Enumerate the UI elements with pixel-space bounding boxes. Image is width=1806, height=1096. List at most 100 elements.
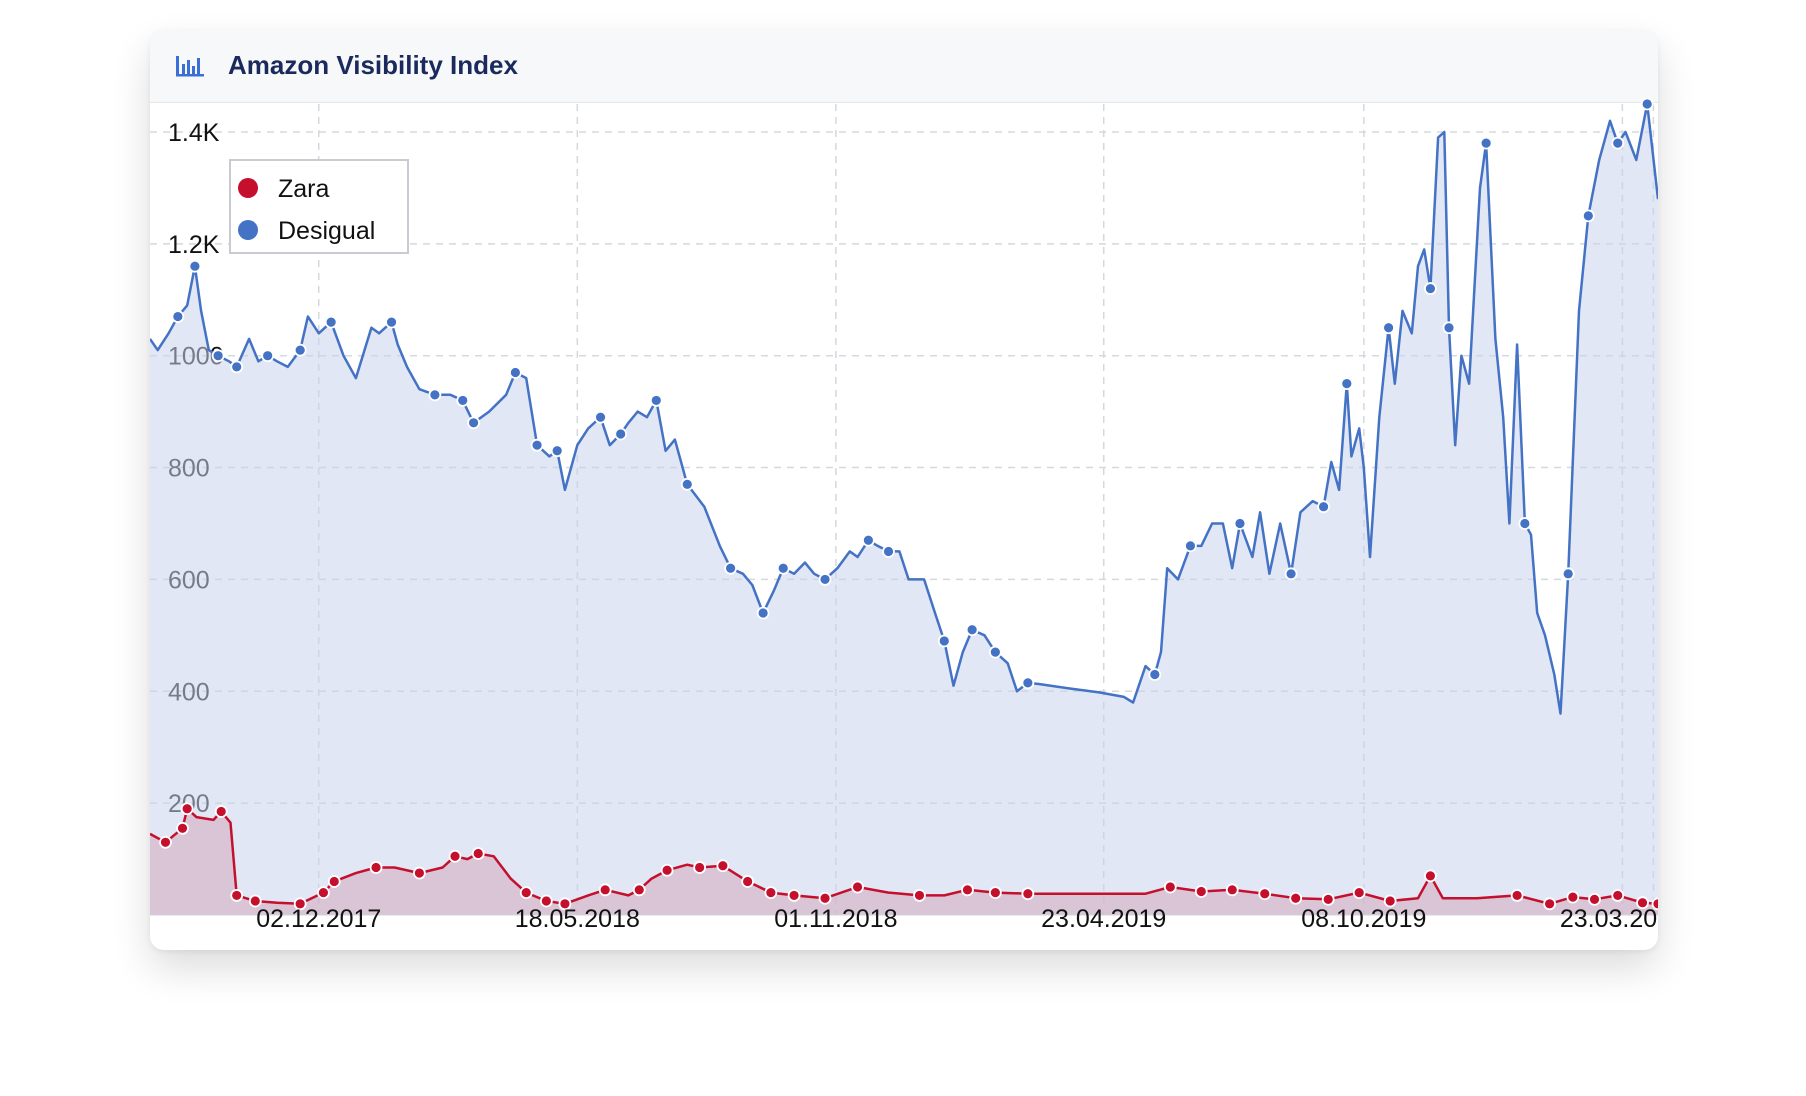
- data-point-desigual: [1518, 517, 1532, 530]
- data-point-desigual: [937, 634, 951, 648]
- data-point-zara: [913, 889, 926, 902]
- data-point-zara: [1424, 869, 1437, 883]
- data-point-desigual: [965, 623, 979, 637]
- data-point-zara: [1289, 891, 1303, 905]
- x-axis-strip: [150, 915, 1658, 950]
- data-point-desigual: [988, 645, 1002, 659]
- data-point-zara: [598, 883, 612, 897]
- data-point-zara: [716, 859, 730, 873]
- data-point-zara: [519, 886, 533, 900]
- x-tick-label: 18.05.2018: [515, 905, 640, 933]
- data-point-zara: [764, 886, 778, 900]
- legend-label-desigual: Desigual: [278, 217, 375, 245]
- series-line-desigual: [150, 102, 1658, 715]
- data-point-zara: [851, 880, 864, 894]
- data-point-zara: [248, 894, 262, 908]
- legend-marker-zara: [238, 178, 258, 198]
- data-point-zara: [1021, 887, 1035, 901]
- data-point-desigual: [293, 343, 307, 357]
- data-point-desigual: [1581, 209, 1595, 223]
- data-point-desigual: [530, 438, 544, 452]
- data-point-desigual: [211, 349, 225, 363]
- data-point-desigual: [1233, 517, 1247, 530]
- data-point-desigual: [456, 394, 470, 407]
- legend-label-zara: Zara: [278, 175, 330, 203]
- data-point-zara: [1636, 896, 1649, 910]
- x-tick-label: 08.10.2019: [1301, 905, 1426, 933]
- data-point-zara: [214, 805, 228, 818]
- data-point-zara: [412, 866, 426, 880]
- data-point-zara: [180, 802, 194, 816]
- data-point-zara: [741, 875, 755, 888]
- data-point-zara: [1383, 894, 1397, 908]
- data-point-desigual: [1021, 676, 1035, 690]
- data-point-desigual: [861, 533, 875, 547]
- x-tick-label: 02.12.2017: [256, 905, 381, 933]
- card-header: Amazon Visibility Index: [150, 30, 1658, 103]
- data-point-zara: [293, 897, 307, 911]
- data-point-zara: [660, 863, 674, 877]
- data-point-zara: [539, 894, 553, 908]
- data-point-zara: [1510, 889, 1524, 902]
- data-point-desigual: [1382, 321, 1396, 335]
- data-point-zara: [1352, 886, 1366, 900]
- data-point-zara: [230, 889, 244, 902]
- data-point-zara: [1566, 890, 1580, 904]
- data-point-zara: [558, 897, 572, 911]
- data-point-desigual: [1284, 567, 1298, 581]
- data-point-zara: [1611, 889, 1625, 902]
- data-point-desigual: [508, 366, 522, 379]
- data-point-desigual: [467, 416, 480, 430]
- data-point-zara: [448, 849, 462, 863]
- series-area-desigual: [150, 104, 1658, 915]
- data-point-desigual: [756, 606, 770, 620]
- data-point-zara: [1321, 892, 1335, 906]
- data-point-desigual: [1479, 136, 1493, 150]
- data-point-zara: [1543, 897, 1557, 911]
- data-point-zara: [471, 847, 485, 860]
- data-point-desigual: [1561, 567, 1575, 581]
- data-point-desigual: [385, 315, 398, 329]
- data-point-desigual: [324, 315, 338, 329]
- x-tick-label: 01.11.2018: [774, 905, 897, 933]
- data-point-zara: [1163, 880, 1177, 894]
- data-point-zara: [632, 883, 646, 897]
- data-point-desigual: [188, 259, 202, 273]
- data-point-desigual: [1184, 539, 1197, 553]
- x-tick-label: 23.04.2019: [1041, 905, 1166, 933]
- data-point-zara: [818, 891, 832, 905]
- bar-chart-icon: [176, 56, 204, 77]
- data-point-zara: [176, 821, 189, 835]
- data-point-zara: [988, 886, 1002, 900]
- data-point-desigual: [649, 394, 663, 407]
- data-point-desigual: [1317, 500, 1330, 514]
- data-point-zara: [369, 861, 383, 874]
- data-point-zara: [1194, 885, 1208, 898]
- data-point-desigual: [1611, 136, 1625, 150]
- data-point-desigual: [1424, 282, 1437, 295]
- visibility-chart: 20040060080010001.2K1.4K02.12.201718.05.…: [150, 97, 1658, 950]
- data-point-zara: [317, 886, 330, 900]
- data-point-zara: [1588, 892, 1601, 906]
- data-point-desigual: [428, 388, 442, 402]
- data-point-desigual: [724, 561, 737, 575]
- data-point-zara: [961, 883, 974, 897]
- chart-title: Amazon Visibility Index: [228, 50, 518, 80]
- data-point-desigual: [1640, 97, 1654, 111]
- data-point-desigual: [1442, 321, 1456, 335]
- legend: Zara Desigual: [229, 159, 409, 254]
- data-point-desigual: [550, 444, 564, 458]
- y-tick-label: 1.4K: [168, 119, 220, 147]
- data-point-desigual: [818, 573, 832, 586]
- data-point-desigual: [171, 310, 185, 323]
- data-point-desigual: [261, 349, 275, 363]
- data-point-desigual: [1148, 668, 1162, 681]
- y-tick-label: 1.2K: [168, 231, 220, 259]
- legend-box: [229, 159, 409, 254]
- data-point-zara: [787, 889, 801, 902]
- data-point-desigual: [776, 561, 790, 575]
- data-point-desigual: [680, 477, 694, 491]
- data-point-zara: [1651, 897, 1658, 911]
- legend-marker-desigual: [238, 220, 258, 240]
- chart-card: Amazon Visibility Index 2004006008001000…: [150, 30, 1658, 950]
